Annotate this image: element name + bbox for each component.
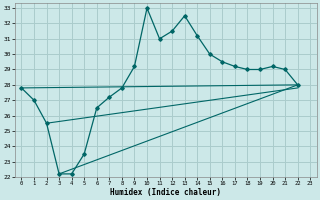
X-axis label: Humidex (Indice chaleur): Humidex (Indice chaleur) <box>110 188 221 197</box>
